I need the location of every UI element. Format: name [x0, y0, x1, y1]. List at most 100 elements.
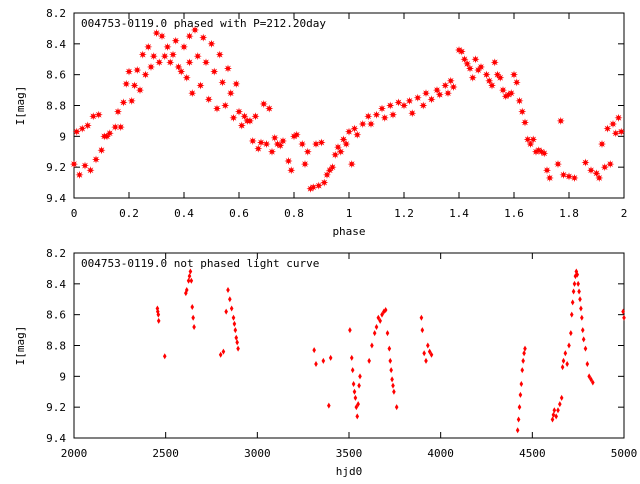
data-point [265, 104, 274, 113]
data-point [193, 52, 202, 61]
data-point [385, 330, 390, 337]
data-point [512, 78, 521, 87]
data-point [482, 70, 491, 79]
data-point [328, 354, 333, 361]
data-point [81, 161, 89, 170]
data-point [314, 361, 318, 367]
data-point [614, 113, 623, 122]
data-point [89, 112, 98, 121]
data-point [517, 404, 522, 411]
data-point [589, 376, 593, 383]
data-point [133, 66, 142, 75]
data-point [376, 314, 381, 321]
data-point [317, 138, 326, 147]
data-point [488, 81, 496, 90]
data-point [370, 342, 374, 349]
y-tick-label: 8.4 [46, 278, 66, 291]
data-point [328, 163, 337, 172]
data-point [372, 110, 381, 119]
data-point [457, 47, 466, 56]
data-point [127, 96, 136, 105]
data-point [94, 110, 103, 119]
data-point [587, 166, 595, 175]
data-point [567, 342, 571, 349]
data-point [390, 376, 394, 383]
data-point [72, 127, 81, 136]
data-point [226, 89, 235, 98]
data-point [523, 135, 532, 144]
data-point [522, 350, 526, 357]
data-point [276, 141, 285, 150]
data-point [336, 147, 345, 156]
data-point [554, 413, 558, 420]
data-point [468, 73, 477, 82]
data-point [331, 150, 340, 159]
data-point [466, 64, 474, 73]
x-tick-label: 0.4 [174, 207, 194, 220]
data-point [516, 416, 521, 423]
data-point [353, 130, 362, 139]
x-tick-label: 2000 [61, 447, 88, 460]
x-tick-label: 1.6 [504, 207, 524, 220]
y-tick-label: 8.8 [46, 100, 66, 113]
data-point [386, 101, 395, 110]
data-point [303, 147, 312, 156]
x-tick-label: 3500 [336, 447, 363, 460]
data-point [75, 170, 84, 179]
data-point [235, 339, 239, 346]
x-tick-label: 0.8 [284, 207, 304, 220]
y-tick-label: 8.2 [46, 247, 66, 260]
data-point [422, 350, 426, 357]
y-tick-label: 9.2 [46, 401, 66, 414]
data-point [515, 96, 524, 105]
data-point [507, 89, 516, 98]
data-point [617, 127, 626, 136]
data-point [389, 110, 397, 119]
x-tick-label: 1.4 [449, 207, 469, 220]
data-point [301, 160, 309, 169]
data-point [609, 120, 617, 128]
data-point [235, 107, 243, 116]
data-point [490, 58, 499, 67]
data-point [147, 62, 155, 71]
data-point [349, 354, 354, 361]
data-point [221, 101, 230, 110]
data-point [185, 32, 194, 41]
data-point [394, 404, 399, 411]
data-point [521, 118, 529, 127]
data-point [345, 127, 353, 136]
data-point [221, 348, 226, 355]
data-point [114, 107, 122, 116]
data-point [622, 314, 626, 321]
data-point [496, 73, 505, 82]
data-point [579, 305, 583, 312]
data-point [351, 381, 356, 388]
data-point [435, 90, 444, 99]
data-point [156, 311, 161, 318]
data-point [334, 143, 342, 152]
data-point [171, 36, 180, 45]
data-point [408, 109, 417, 118]
data-point [575, 271, 580, 278]
data-point [174, 62, 183, 71]
data-point [571, 288, 576, 295]
data-point [354, 404, 359, 411]
data-point [215, 50, 224, 59]
data-point [576, 280, 580, 287]
data-point [287, 166, 296, 175]
data-point [358, 373, 362, 380]
data-point [357, 382, 361, 389]
data-point [400, 101, 408, 110]
data-point [314, 181, 323, 190]
data-point [587, 373, 591, 380]
data-point [419, 101, 428, 110]
data-point [185, 58, 194, 67]
data-point [561, 357, 566, 364]
data-point [229, 113, 238, 122]
data-point [339, 135, 348, 144]
data-point [558, 401, 562, 408]
data-point [551, 411, 556, 418]
y-axis-label: I[mag] [14, 326, 27, 366]
data-point [603, 124, 612, 133]
